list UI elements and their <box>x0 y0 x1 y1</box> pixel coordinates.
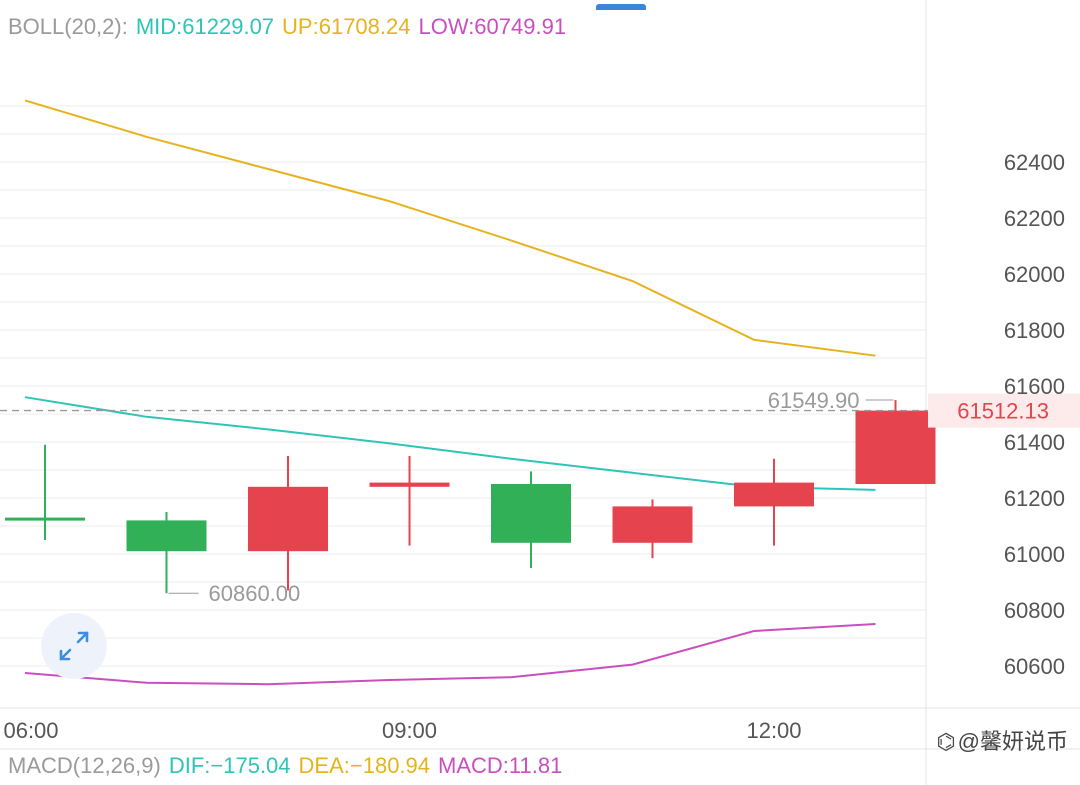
watermark: ⌬@馨妍说币 <box>936 724 1068 756</box>
y-tick-label: 60600 <box>1004 654 1065 679</box>
y-tick-label: 61200 <box>1004 486 1065 511</box>
weibo-logo-icon: ⌬ <box>936 729 956 754</box>
boll-mid-line <box>24 396 876 491</box>
candle-body <box>248 486 328 552</box>
current-price-label: 61512.13 <box>957 399 1049 424</box>
y-tick-label: 61800 <box>1004 318 1065 343</box>
macd-legend: MACD(12,26,9) DIF:−175.04 DEA:−180.94 MACD:… <box>8 753 570 779</box>
current-price-badge <box>928 393 1080 428</box>
active-tab-indicator <box>596 4 646 10</box>
macd-dif-value: DIF:−175.04 <box>168 753 291 778</box>
x-tick-label: 06:00 <box>3 718 58 743</box>
candle-body <box>734 482 814 507</box>
y-tick-label: 61400 <box>1004 430 1065 455</box>
boll-up-line <box>24 99 876 357</box>
expand-arrows-icon <box>59 631 89 661</box>
boll-legend: BOLL(20,2): MID:61229.07 UP:61708.24 LOW:60… <box>8 14 574 40</box>
boll-low-value: LOW:60749.91 <box>418 14 567 39</box>
boll-up-value: UP:61708.24 <box>282 14 411 39</box>
y-tick-label: 62200 <box>1004 206 1065 231</box>
boll-mid-value: MID:61229.07 <box>135 14 275 39</box>
y-tick-label: 62000 <box>1004 262 1065 287</box>
y-tick-label: 61000 <box>1004 542 1065 567</box>
boll-low-line <box>24 623 876 686</box>
candle-body <box>369 482 450 487</box>
low-annotation-label: 60860.00 <box>209 581 301 606</box>
y-tick-label: 62400 <box>1004 150 1065 175</box>
macd-label: MACD(12,26,9) <box>8 753 161 778</box>
expand-button[interactable] <box>41 613 107 679</box>
high-annotation-label: 61549.90 <box>768 388 860 413</box>
candle-body <box>491 484 571 543</box>
macd-dea-value: DEA:−180.94 <box>298 753 431 778</box>
macd-macd-value: MACD:11.81 <box>438 753 563 778</box>
candle-body <box>126 520 207 552</box>
watermark-text: @馨妍说币 <box>957 729 1068 754</box>
candle-body <box>5 517 85 521</box>
y-tick-label: 61600 <box>1004 374 1065 399</box>
boll-label: BOLL(20,2): <box>8 14 128 39</box>
candle-body <box>612 506 693 543</box>
y-tick-label: 60800 <box>1004 598 1065 623</box>
candle-body <box>855 410 936 484</box>
x-tick-label: 12:00 <box>746 718 801 743</box>
x-tick-label: 09:00 <box>382 718 437 743</box>
